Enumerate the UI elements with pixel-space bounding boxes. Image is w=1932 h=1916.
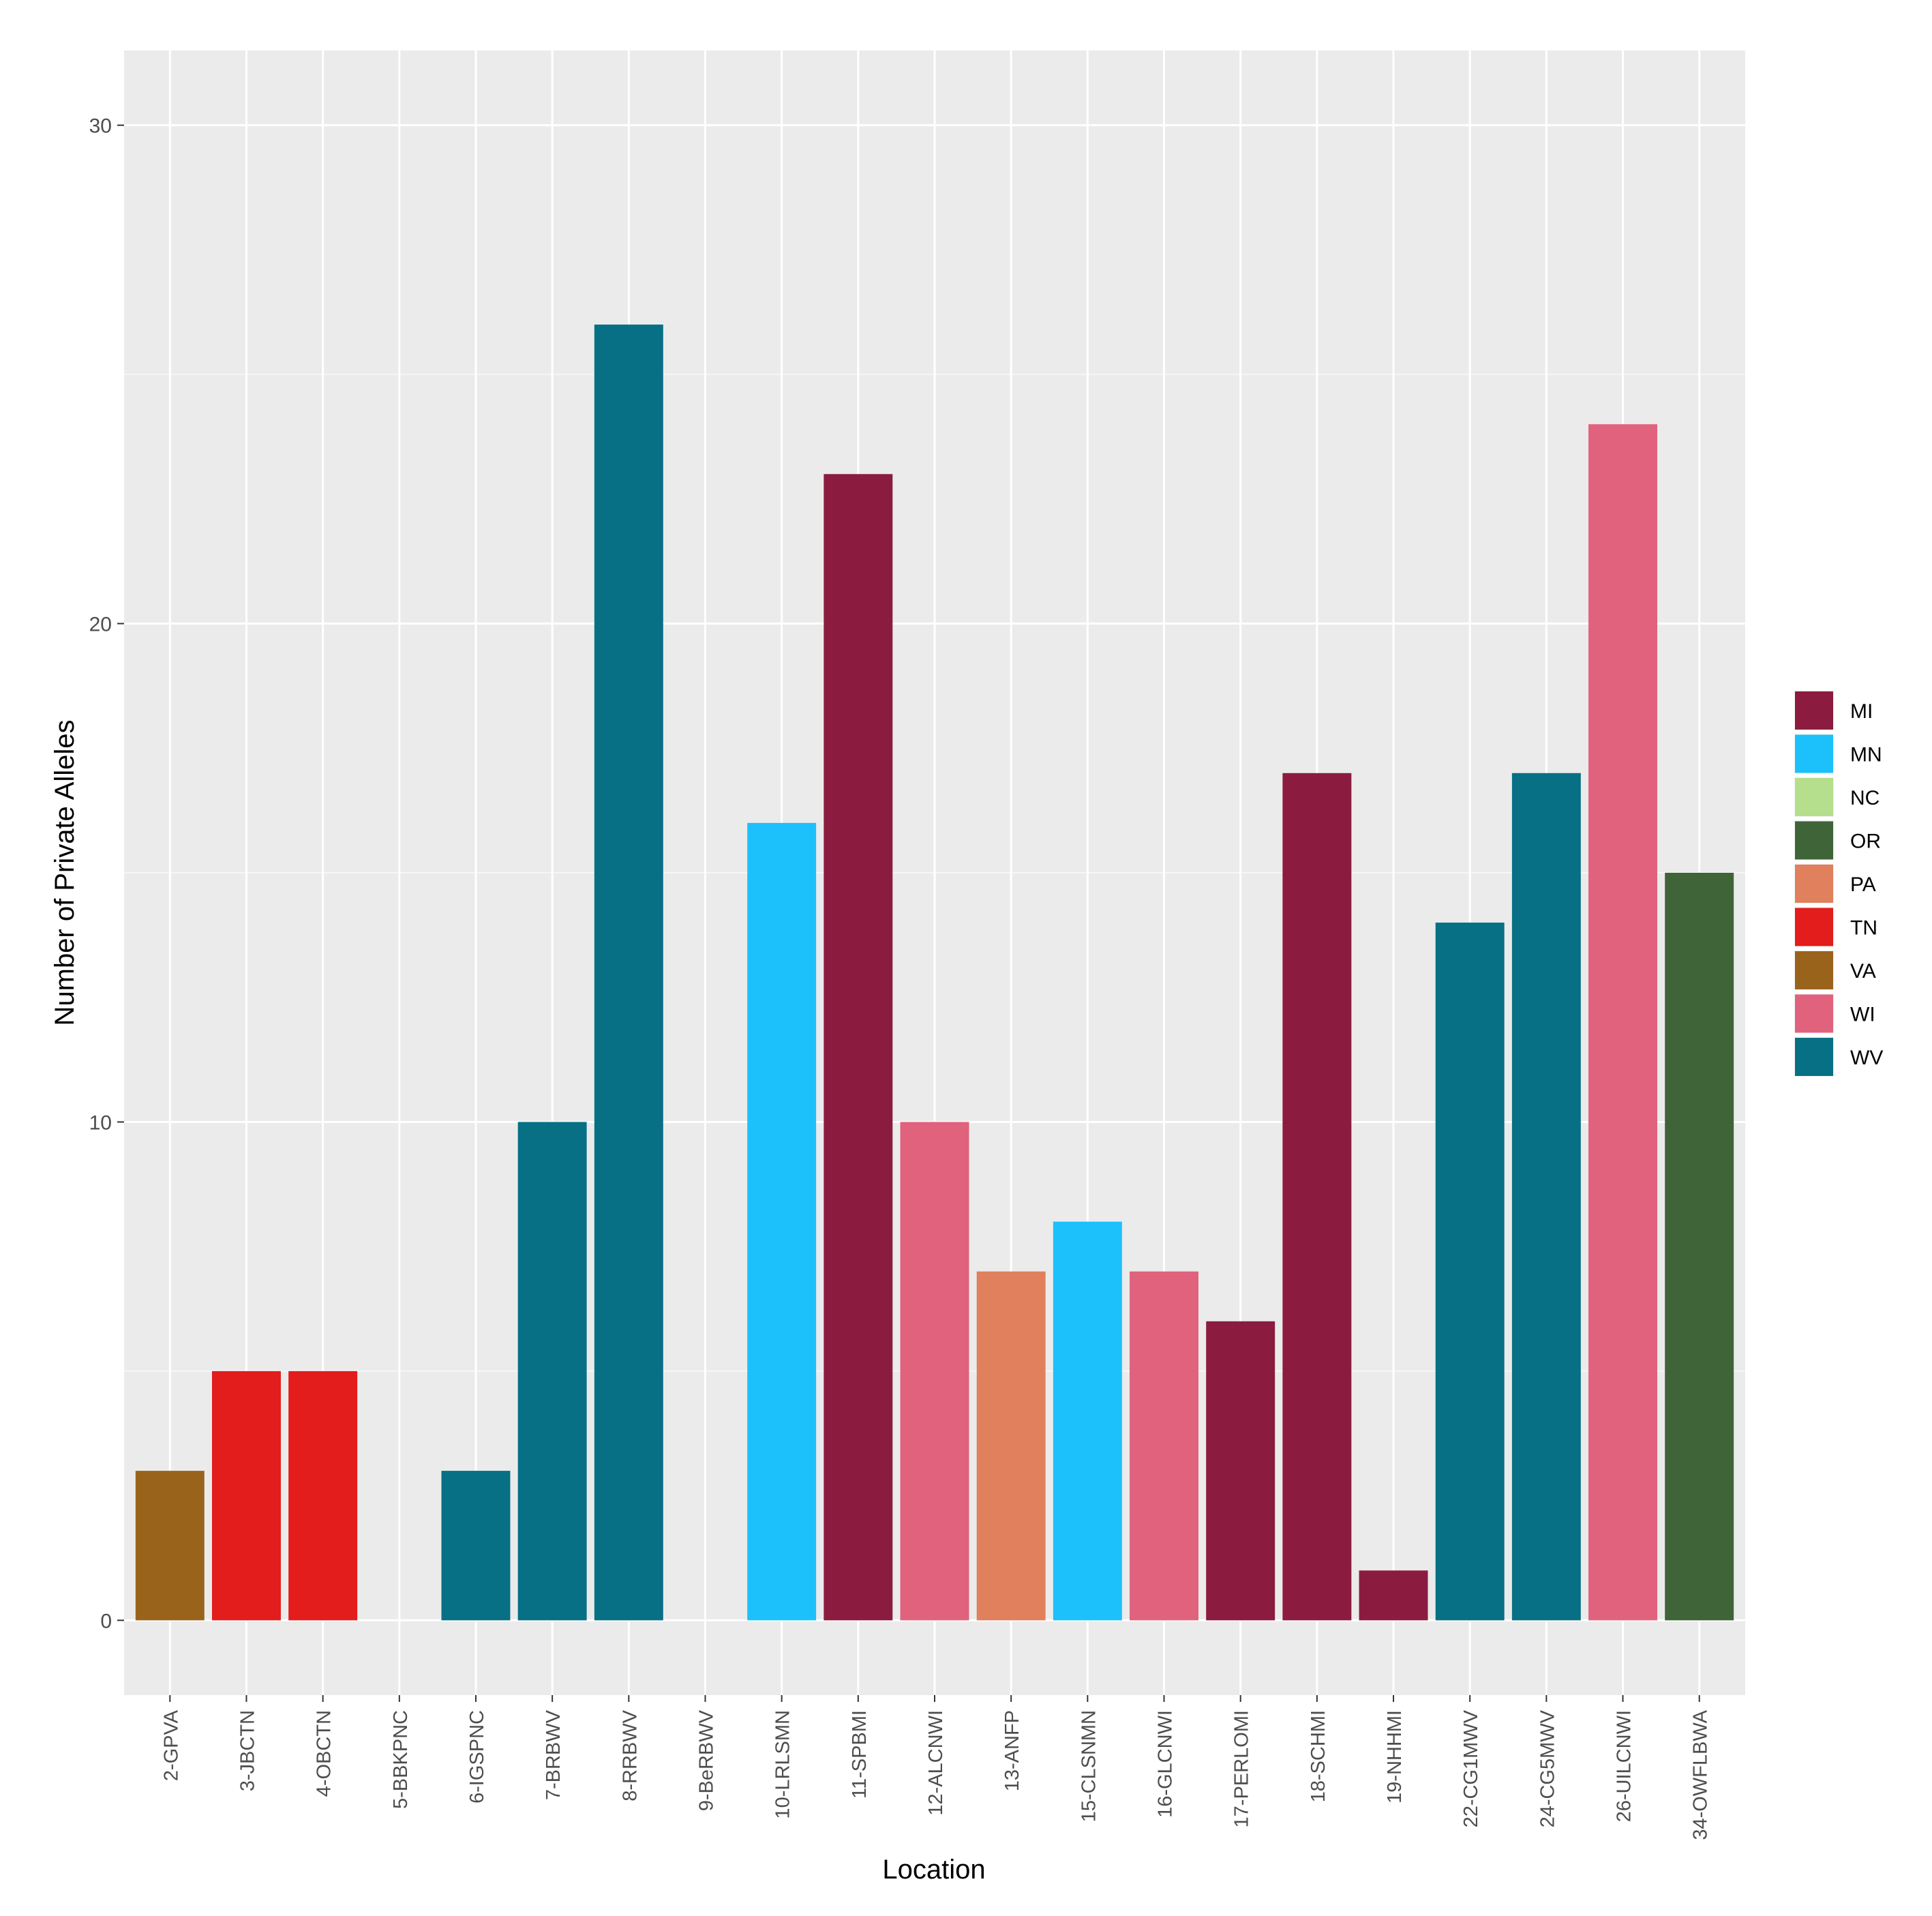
x-tick-label: 22-CG1MWV xyxy=(1460,1709,1482,1827)
legend-label: MI xyxy=(1850,700,1873,723)
x-tick-label: 34-OWFLBWA xyxy=(1690,1709,1712,1840)
legend-swatch-MI xyxy=(1795,691,1833,730)
x-tick-label: 24-CG5MWV xyxy=(1537,1709,1558,1827)
bar-34-OWFLBWA xyxy=(1665,873,1734,1621)
legend-label: NC xyxy=(1850,787,1880,809)
bar-13-ANFP xyxy=(976,1271,1046,1621)
legend-label: MN xyxy=(1850,744,1882,766)
x-tick-label: 4-OBCTN xyxy=(314,1710,335,1797)
legend-swatch-TN xyxy=(1795,908,1833,946)
x-tick-label: 11-SPBMI xyxy=(849,1710,871,1799)
x-axis-label: Location xyxy=(882,1855,985,1885)
x-tick-label: 8-RRBWV xyxy=(619,1709,641,1801)
bar-7-BRBWV xyxy=(517,1122,587,1621)
bar-4-OBCTN xyxy=(288,1371,358,1621)
bar-2-GPVA xyxy=(135,1471,205,1621)
bar-6-IGSPNC xyxy=(441,1471,511,1621)
bar-22-CG1MWV xyxy=(1435,923,1505,1621)
x-tick-label: 2-GPVA xyxy=(160,1709,182,1781)
bar-24-CG5MWV xyxy=(1511,773,1581,1621)
legend-swatch-WV xyxy=(1795,1038,1833,1076)
x-axis: 2-GPVA 3-JBCTN 4-OBCTN 5-BBKPNC 6-IGSPNC 7-BR… xyxy=(160,1695,1712,1840)
x-tick-label: 5-BBKPNC xyxy=(390,1710,412,1809)
legend-swatch-VA xyxy=(1795,951,1833,989)
legend-label: TN xyxy=(1850,917,1877,940)
bar-10-LRLSMN xyxy=(747,822,817,1621)
legend-swatch-PA xyxy=(1795,865,1833,903)
bars xyxy=(135,325,1734,1621)
legend-swatch-WI xyxy=(1795,994,1833,1033)
legend-label: OR xyxy=(1850,830,1881,853)
bar-12-ALCNWI xyxy=(900,1122,969,1621)
y-tick-label: 10 xyxy=(89,1111,112,1134)
bar-17-PERLOMI xyxy=(1206,1321,1276,1621)
legend-label: WV xyxy=(1850,1047,1883,1069)
x-tick-label: 12-ALCNWI xyxy=(925,1710,947,1816)
legend: MI MN NC OR PA TN VA WI WV xyxy=(1794,691,1883,1077)
legend-label: PA xyxy=(1850,873,1876,896)
legend-label: VA xyxy=(1850,960,1876,983)
bar-26-UILCNWI xyxy=(1588,424,1658,1621)
x-tick-label: 15-CLSNMN xyxy=(1078,1710,1100,1822)
legend-swatch-OR xyxy=(1795,821,1833,860)
bar-8-RRBWV xyxy=(594,325,663,1621)
legend-swatch-MN xyxy=(1795,734,1833,773)
bar-15-CLSNMN xyxy=(1053,1221,1122,1621)
x-tick-label: 19-NHHMI xyxy=(1384,1710,1406,1803)
x-tick-label: 13-ANFP xyxy=(1001,1710,1023,1791)
x-tick-label: 26-UILCNWI xyxy=(1614,1710,1635,1822)
x-tick-label: 9-BeRBWV xyxy=(695,1709,717,1811)
x-tick-label: 17-PERLOMI xyxy=(1231,1710,1253,1827)
y-tick-label: 20 xyxy=(89,614,112,636)
legend-label: WI xyxy=(1850,1004,1875,1026)
x-tick-label: 16-GLCNWI xyxy=(1155,1710,1177,1818)
bar-16-GLCNWI xyxy=(1130,1271,1198,1621)
x-tick-label: 3-JBCTN xyxy=(237,1710,258,1791)
x-tick-label: 10-LRLSMN xyxy=(772,1710,794,1819)
legend-swatch-NC xyxy=(1795,778,1833,816)
y-axis-label: Number of Private Alleles xyxy=(50,719,80,1026)
x-tick-label: 18-SCHMI xyxy=(1308,1710,1329,1802)
x-tick-label: 6-IGSPNC xyxy=(466,1710,488,1803)
y-axis: 0 10 20 30 xyxy=(89,115,124,1632)
bar-18-SCHMI xyxy=(1282,773,1352,1621)
bar-11-SPBMI xyxy=(824,474,893,1621)
bar-19-NHHMI xyxy=(1359,1570,1428,1621)
bar-3-JBCTN xyxy=(211,1371,281,1621)
y-tick-label: 0 xyxy=(100,1610,112,1632)
x-tick-label: 7-BRBWV xyxy=(543,1709,564,1800)
y-tick-label: 30 xyxy=(89,115,112,138)
